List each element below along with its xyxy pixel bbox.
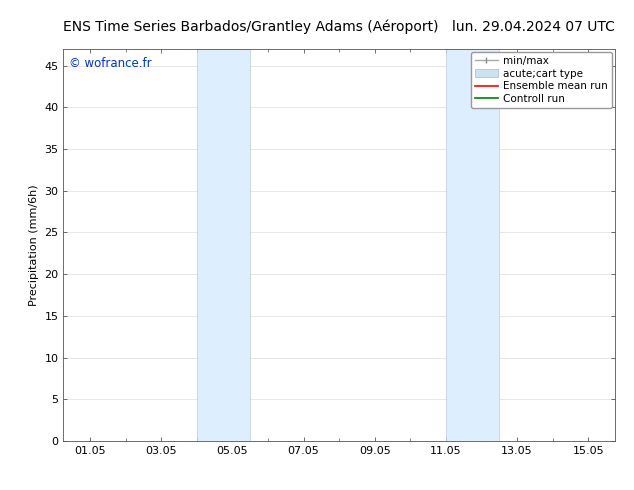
Bar [446,49,500,441]
Y-axis label: Precipitation (mm/6h): Precipitation (mm/6h) [29,184,39,306]
Text: ENS Time Series Barbados/Grantley Adams (Aéroport): ENS Time Series Barbados/Grantley Adams … [63,20,439,34]
Legend: min/max, acute;cart type, Ensemble mean run, Controll run: min/max, acute;cart type, Ensemble mean … [470,52,612,108]
Bar [197,49,250,441]
Text: © wofrance.fr: © wofrance.fr [69,57,152,70]
Text: lun. 29.04.2024 07 UTC: lun. 29.04.2024 07 UTC [452,20,615,34]
